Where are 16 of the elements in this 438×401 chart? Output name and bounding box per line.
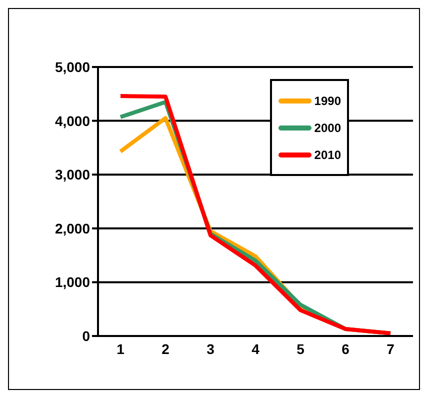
x-tick-label: 4 [252,340,260,357]
y-tick-label: 3,000 [54,166,90,183]
y-tick-label: 5,000 [54,58,90,75]
x-tick-label: 7 [386,340,395,357]
legend-label: 2010 [314,148,341,162]
x-tick-label: 2 [162,340,170,357]
y-tick-label: 0 [82,328,90,344]
x-tick-label: 5 [296,340,305,357]
y-tick-label: 2,000 [54,220,90,236]
x-tick-label: 1 [116,340,125,357]
x-tick-label: 6 [342,340,350,357]
x-tick-label: 3 [206,340,215,357]
legend-label: 2000 [314,120,341,134]
y-tick-label: 4,000 [54,112,90,129]
y-tick-label: 1,000 [54,274,90,290]
legend-label: 1990 [314,94,341,108]
